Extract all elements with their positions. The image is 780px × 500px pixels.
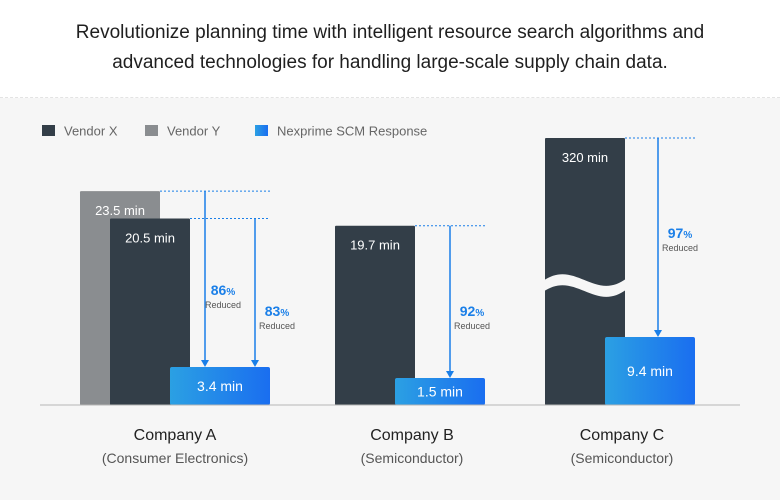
- reduction-caption: Reduced: [454, 321, 490, 331]
- axis-break-icon: [543, 274, 627, 297]
- category-subtitle: (Semiconductor): [571, 450, 674, 466]
- reduction-percent-value: 83: [265, 303, 281, 319]
- chart-area: Vendor X Vendor Y Nexprime SCM Response 23.…: [0, 98, 780, 500]
- headline-line-1: Revolutionize planning time with intelli…: [75, 22, 705, 43]
- category-name: Company A: [134, 427, 217, 444]
- reduction-percent-unit: %: [683, 230, 692, 241]
- legend-label: Vendor Y: [167, 124, 221, 139]
- nexprime-bar: [395, 378, 485, 405]
- arrow-down-icon: [201, 360, 209, 367]
- bar-value-label: 20.5 min: [125, 230, 175, 245]
- legend-label: Nexprime SCM Response: [277, 124, 427, 139]
- vendor-bar: [545, 138, 625, 405]
- nexprime-bar: [605, 337, 695, 405]
- reduction-percent: 97%: [668, 225, 693, 241]
- category-group: 23.5 min 20.5 min 3.4 min 86% Reduced 83% Redu…: [80, 190, 295, 466]
- bar-value-label: 320 min: [562, 150, 608, 165]
- reduction-percent-unit: %: [280, 308, 289, 319]
- category-name: Company B: [370, 427, 454, 444]
- arrow-down-icon: [446, 371, 454, 378]
- bar-value-label: 23.5 min: [95, 203, 145, 218]
- headline-line-2: advanced technologies for handling large…: [112, 52, 668, 73]
- category-group: 19.7 min 1.5 min 92% Reduced Company B (Semic…: [335, 225, 490, 466]
- legend-swatch: [145, 125, 158, 136]
- nexprime-value-label: 3.4 min: [197, 378, 243, 394]
- legend-swatch: [255, 125, 268, 136]
- legend-label: Vendor X: [64, 124, 118, 139]
- comparison-bar-chart: Vendor X Vendor Y Nexprime SCM Response 23.…: [40, 124, 740, 466]
- arrow-down-icon: [251, 360, 259, 367]
- vendor-bar: [335, 225, 415, 405]
- reduction-percent-value: 97: [668, 225, 684, 241]
- category-subtitle: (Semiconductor): [361, 450, 464, 466]
- reduction-percent-unit: %: [475, 308, 484, 319]
- reduction-caption: Reduced: [205, 300, 241, 310]
- header: Revolutionize planning time with intelli…: [0, 0, 780, 98]
- vendor-bar: [110, 218, 190, 405]
- nexprime-bar: [170, 367, 270, 405]
- reduction-caption: Reduced: [259, 321, 295, 331]
- reduction-caption: Reduced: [662, 243, 698, 253]
- category-group: 320 min 9.4 min 97% Reduced Company C (Semico…: [543, 137, 698, 466]
- nexprime-value-label: 9.4 min: [627, 363, 673, 379]
- arrow-down-icon: [654, 330, 662, 337]
- bar-value-label: 19.7 min: [350, 238, 400, 253]
- category-name: Company C: [580, 427, 664, 444]
- reduction-percent: 86%: [211, 282, 236, 298]
- reduction-percent-value: 86: [211, 282, 227, 298]
- legend-swatch: [42, 125, 55, 136]
- reduction-percent-value: 92: [460, 303, 476, 319]
- reduction-percent-unit: %: [226, 287, 235, 298]
- category-subtitle: (Consumer Electronics): [102, 450, 248, 466]
- nexprime-value-label: 1.5 min: [417, 384, 463, 400]
- reduction-percent: 83%: [265, 303, 290, 319]
- reduction-percent: 92%: [460, 303, 485, 319]
